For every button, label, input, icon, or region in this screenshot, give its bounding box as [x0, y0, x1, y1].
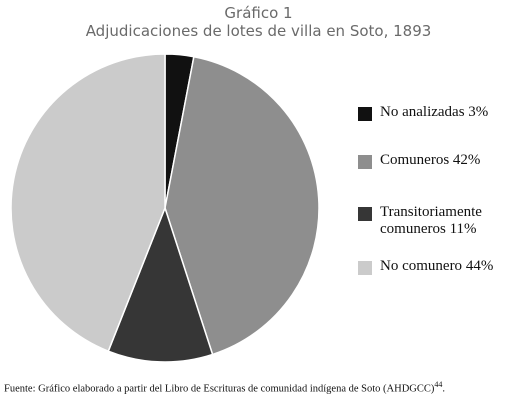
legend-value: 11%	[449, 221, 477, 237]
legend-item: No comunero 44%	[358, 258, 517, 275]
pie-slice	[10, 53, 166, 353]
legend-item: Comuneros 42%	[358, 152, 517, 169]
source-end: .	[442, 383, 445, 395]
legend-label: No comunero	[380, 258, 463, 274]
legend-swatch	[358, 261, 372, 275]
legend-label: Comuneros	[380, 152, 450, 168]
legend-swatch	[358, 155, 372, 169]
legend-swatch	[358, 207, 372, 221]
legend-item: No analizadas 3%	[358, 104, 517, 121]
source-text: Fuente: Gráfico elaborado a partir del L…	[4, 383, 435, 395]
chart-subtitle: Adjudicaciones de lotes de villa en Soto…	[85, 22, 432, 40]
pie-slice	[164, 55, 320, 356]
legend-label: No analizadas	[380, 104, 465, 120]
source: Fuente: Gráfico elaborado a partir del L…	[4, 380, 445, 395]
legend-label: Transitoriamente comuneros	[380, 204, 482, 237]
legend-swatch	[358, 107, 372, 121]
legend-value: 42%	[452, 152, 481, 168]
chart-title: Gráfico 1	[224, 4, 293, 22]
footnote-ref: 44	[434, 380, 443, 389]
legend-value: 3%	[468, 104, 489, 120]
legend-item: Transitoriamente comuneros 11%	[358, 204, 517, 238]
pie-slice	[107, 205, 214, 363]
legend-value: 44%	[465, 258, 494, 274]
